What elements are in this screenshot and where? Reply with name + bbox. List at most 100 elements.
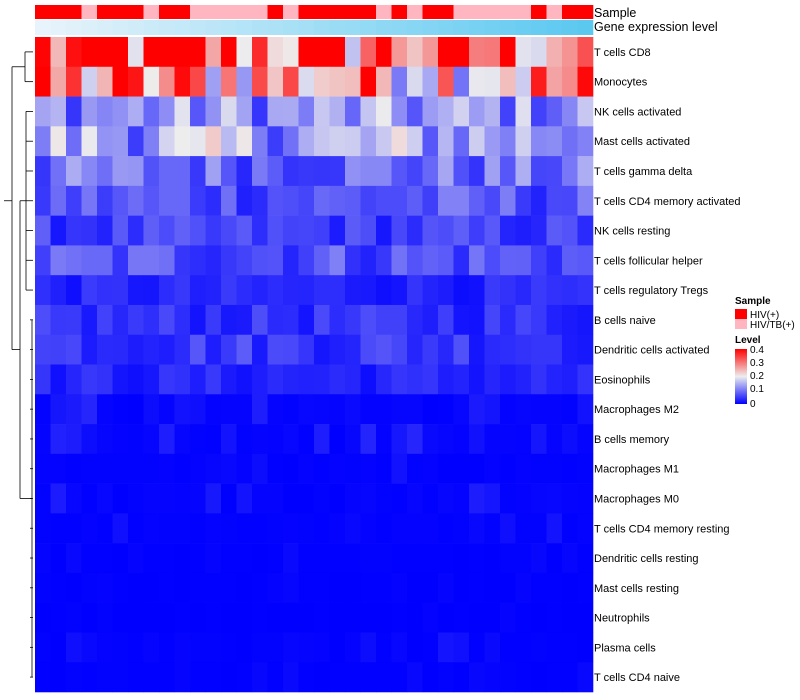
heatmap-cell [174,66,191,97]
heatmap-cell [50,424,67,455]
heatmap-cell [438,156,454,187]
heatmap-cell [422,275,439,306]
heatmap-cell [298,334,315,365]
heatmap-cell [236,364,253,395]
heatmap-cell [438,602,454,633]
heatmap-cell [50,364,67,395]
heatmap-cell [267,185,284,216]
heatmap-cell [97,483,113,514]
heatmap-cell [391,572,408,603]
heatmap-cell [190,543,206,574]
heatmap-cell [35,662,51,693]
heatmap-cell [546,245,563,276]
heatmap-cell [500,632,516,663]
heatmap-cell [283,662,299,693]
heatmap-cell [438,364,454,395]
heatmap-cell [546,37,563,68]
heatmap-cell [174,245,191,276]
sample-annotation-cell [376,5,392,19]
gene-expression-cell [376,20,392,35]
heatmap-cell [174,543,191,574]
heatmap-cell [515,632,532,663]
heatmap-cell [422,126,439,157]
heatmap-cell [515,304,532,336]
heatmap-cell [577,275,594,306]
heatmap-cell [35,483,51,514]
row-label: Monocytes [594,77,648,89]
level-legend-title: Level [735,335,761,346]
heatmap-cell [577,156,594,187]
heatmap-cell [391,156,408,187]
level-tick-0-4: 0.4 [750,345,764,356]
heatmap-cell [453,424,470,455]
heatmap-cell [484,66,501,97]
heatmap-cell [376,275,392,306]
gene-expression-cell [391,20,408,35]
heatmap-cell [546,156,563,187]
heatmap-cell [298,275,315,306]
heatmap-cell [422,66,439,97]
sample-annotation-cell [236,5,253,19]
heatmap-cell [81,185,98,216]
heatmap-cell [97,96,113,127]
heatmap-cell [236,126,253,157]
sample-legend: Sample HIV(+) HIV/TB(+) [735,296,795,331]
heatmap-cell [500,572,516,603]
level-legend: Level 0.4 0.3 0.2 0.1 0 [735,335,764,410]
heatmap-cell [35,394,51,425]
row-label: NK cells resting [594,226,670,238]
heatmap-cell [221,453,237,484]
heatmap-cell [159,215,175,246]
row-label: B cells memory [594,434,670,446]
heatmap-cell [345,662,361,693]
heatmap-cell [252,602,268,633]
heatmap-cell [531,364,547,395]
heatmap-cell [298,156,315,187]
heatmap-cell [267,304,284,336]
heatmap-cell [267,215,284,246]
sample-track-label: Sample [594,6,636,20]
gene-expression-cell [314,20,330,35]
heatmap-cell [515,126,532,157]
heatmap-cell [422,364,439,395]
heatmap-cell [128,394,144,425]
heatmap-cell [50,572,67,603]
heatmap-cell [66,275,82,306]
sample-annotation-cell [438,5,454,19]
heatmap-cell [546,334,563,365]
heatmap-cell [97,364,113,395]
heatmap-cell [143,96,160,127]
heatmap-cell [391,394,408,425]
heatmap-cell [143,632,160,663]
heatmap-cell [50,245,67,276]
heatmap-cell [329,66,346,97]
heatmap-cell [314,185,330,216]
heatmap-cell [562,394,578,425]
sample-annotation-cell [66,5,82,19]
heatmap-cell [484,453,501,484]
heatmap-cell [500,96,516,127]
heatmap-cell [112,602,129,633]
heatmap-cell [500,543,516,574]
heatmap-cell [438,66,454,97]
heatmap-cell [221,513,237,544]
heatmap-cell [329,156,346,187]
heatmap-cell [143,245,160,276]
heatmap-cell [391,275,408,306]
heatmap-cell [329,126,346,157]
row-label: Mast cells resting [594,583,679,595]
heatmap-cell [546,126,563,157]
row-label: Neutrophils [594,613,650,625]
row-label: T cells follicular helper [594,255,703,267]
heatmap-cell [112,453,129,484]
heatmap-cell [391,424,408,455]
heatmap-cell [345,394,361,425]
heatmap-cell [500,215,516,246]
heatmap-cell [329,364,346,395]
heatmap-cell [546,364,563,395]
sample-annotation-cell [546,5,563,19]
heatmap-cell [283,156,299,187]
heatmap-cell [407,304,423,336]
heatmap-cell [128,304,144,336]
heatmap-cell [438,394,454,425]
